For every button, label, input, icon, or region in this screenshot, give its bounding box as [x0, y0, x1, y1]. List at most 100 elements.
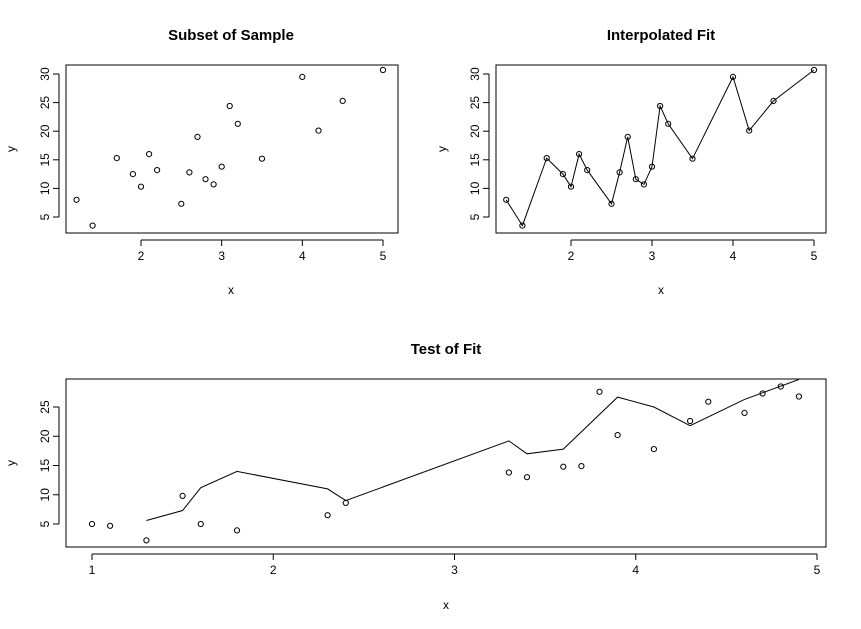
data-point [650, 446, 658, 453]
x-tick-label: 4 [299, 249, 306, 263]
data-point [810, 66, 818, 74]
x-axis-label: x [228, 283, 234, 297]
data-point [342, 499, 349, 506]
data-point [632, 176, 639, 183]
y-tick-label: 30 [468, 67, 482, 81]
data-point [560, 463, 567, 470]
data-point [505, 469, 512, 476]
x-axis-label: x [443, 598, 449, 612]
x-tick-label: 5 [380, 249, 387, 263]
panel-test-of-fit: Test of Fit x y 1 2 3 4 5 5 10 15 20 25 [4, 341, 827, 612]
data-point [178, 200, 185, 207]
chart-title: Test of Fit [411, 341, 482, 358]
x-tick-label: 3 [218, 249, 225, 263]
plot-frame [495, 64, 827, 234]
y-tick-label: 15 [38, 153, 52, 167]
y-tick-label: 30 [38, 67, 52, 81]
data-point [197, 520, 204, 528]
data-point [179, 492, 186, 499]
data-point [640, 181, 648, 188]
y-tick-label: 10 [38, 181, 52, 195]
data-point [795, 393, 803, 400]
data-point [523, 474, 531, 481]
plot-frame [65, 64, 399, 234]
data-point [576, 151, 583, 158]
y-tick-label: 25 [38, 400, 52, 414]
data-point [746, 127, 753, 134]
y-tick-label: 10 [468, 181, 482, 195]
data-point [567, 183, 575, 190]
y-axis-label: y [435, 146, 449, 152]
data-point [608, 200, 615, 207]
data-point [596, 388, 603, 395]
data-point [137, 183, 145, 190]
chart-title: Subset of Sample [168, 27, 294, 44]
data-point [88, 520, 96, 528]
x-tick-label: 4 [730, 249, 737, 263]
data-point [218, 163, 225, 170]
x-tick-label: 5 [811, 249, 818, 263]
data-point [759, 390, 766, 397]
y-tick-label: 15 [468, 153, 482, 167]
data-point [107, 522, 114, 529]
data-point [687, 417, 694, 425]
y-tick-label: 5 [38, 520, 52, 527]
data-point [729, 73, 737, 81]
fit-line [146, 379, 800, 521]
data-point [186, 169, 193, 176]
y-tick-label: 5 [38, 213, 52, 220]
data-point [113, 155, 120, 162]
data-point [194, 133, 201, 140]
data-point [73, 196, 80, 203]
data-point [143, 537, 150, 544]
data-point [146, 151, 153, 158]
data-point [129, 171, 136, 178]
y-tick-label: 20 [38, 124, 52, 138]
data-point [657, 102, 664, 110]
data-point [689, 155, 696, 162]
x-axis-label: x [658, 283, 664, 297]
y-tick-label: 25 [468, 96, 482, 110]
data-point [584, 167, 591, 174]
x-tick-label: 3 [451, 563, 458, 577]
data-point [519, 222, 526, 229]
data-point [226, 102, 233, 110]
data-point [770, 97, 777, 105]
y-tick-label: 20 [38, 429, 52, 443]
y-tick-label: 10 [38, 488, 52, 502]
data-point [503, 196, 510, 203]
data-point [154, 167, 161, 174]
data-point [559, 171, 567, 178]
x-tick-label: 4 [632, 563, 639, 577]
data-point [210, 181, 217, 188]
y-tick-label: 25 [38, 96, 52, 110]
data-point [777, 383, 784, 390]
data-point [624, 133, 631, 140]
fit-line [505, 69, 815, 227]
panel-subset-of-sample: Subset of Sample x y 2 3 4 5 5 10 15 20 25 30 [4, 27, 399, 297]
data-point [741, 409, 748, 416]
data-point [234, 120, 241, 127]
data-point [616, 169, 623, 176]
data-point [614, 432, 621, 439]
chart-title: Interpolated Fit [607, 27, 715, 44]
y-tick-label: 15 [38, 459, 52, 473]
y-axis-label: y [4, 146, 18, 152]
data-point [705, 398, 712, 405]
x-tick-label: 3 [649, 249, 656, 263]
data-point [379, 66, 387, 74]
data-point [648, 163, 656, 170]
data-point [315, 127, 322, 134]
data-point [299, 73, 306, 81]
data-point [202, 176, 209, 183]
y-tick-label: 20 [468, 124, 482, 138]
data-point [324, 512, 331, 519]
x-tick-label: 2 [568, 249, 575, 263]
x-tick-label: 2 [270, 563, 277, 577]
x-tick-label: 5 [814, 563, 821, 577]
data-point [258, 155, 266, 162]
data-point [233, 527, 241, 534]
data-point [543, 155, 550, 162]
y-tick-label: 5 [468, 213, 482, 220]
